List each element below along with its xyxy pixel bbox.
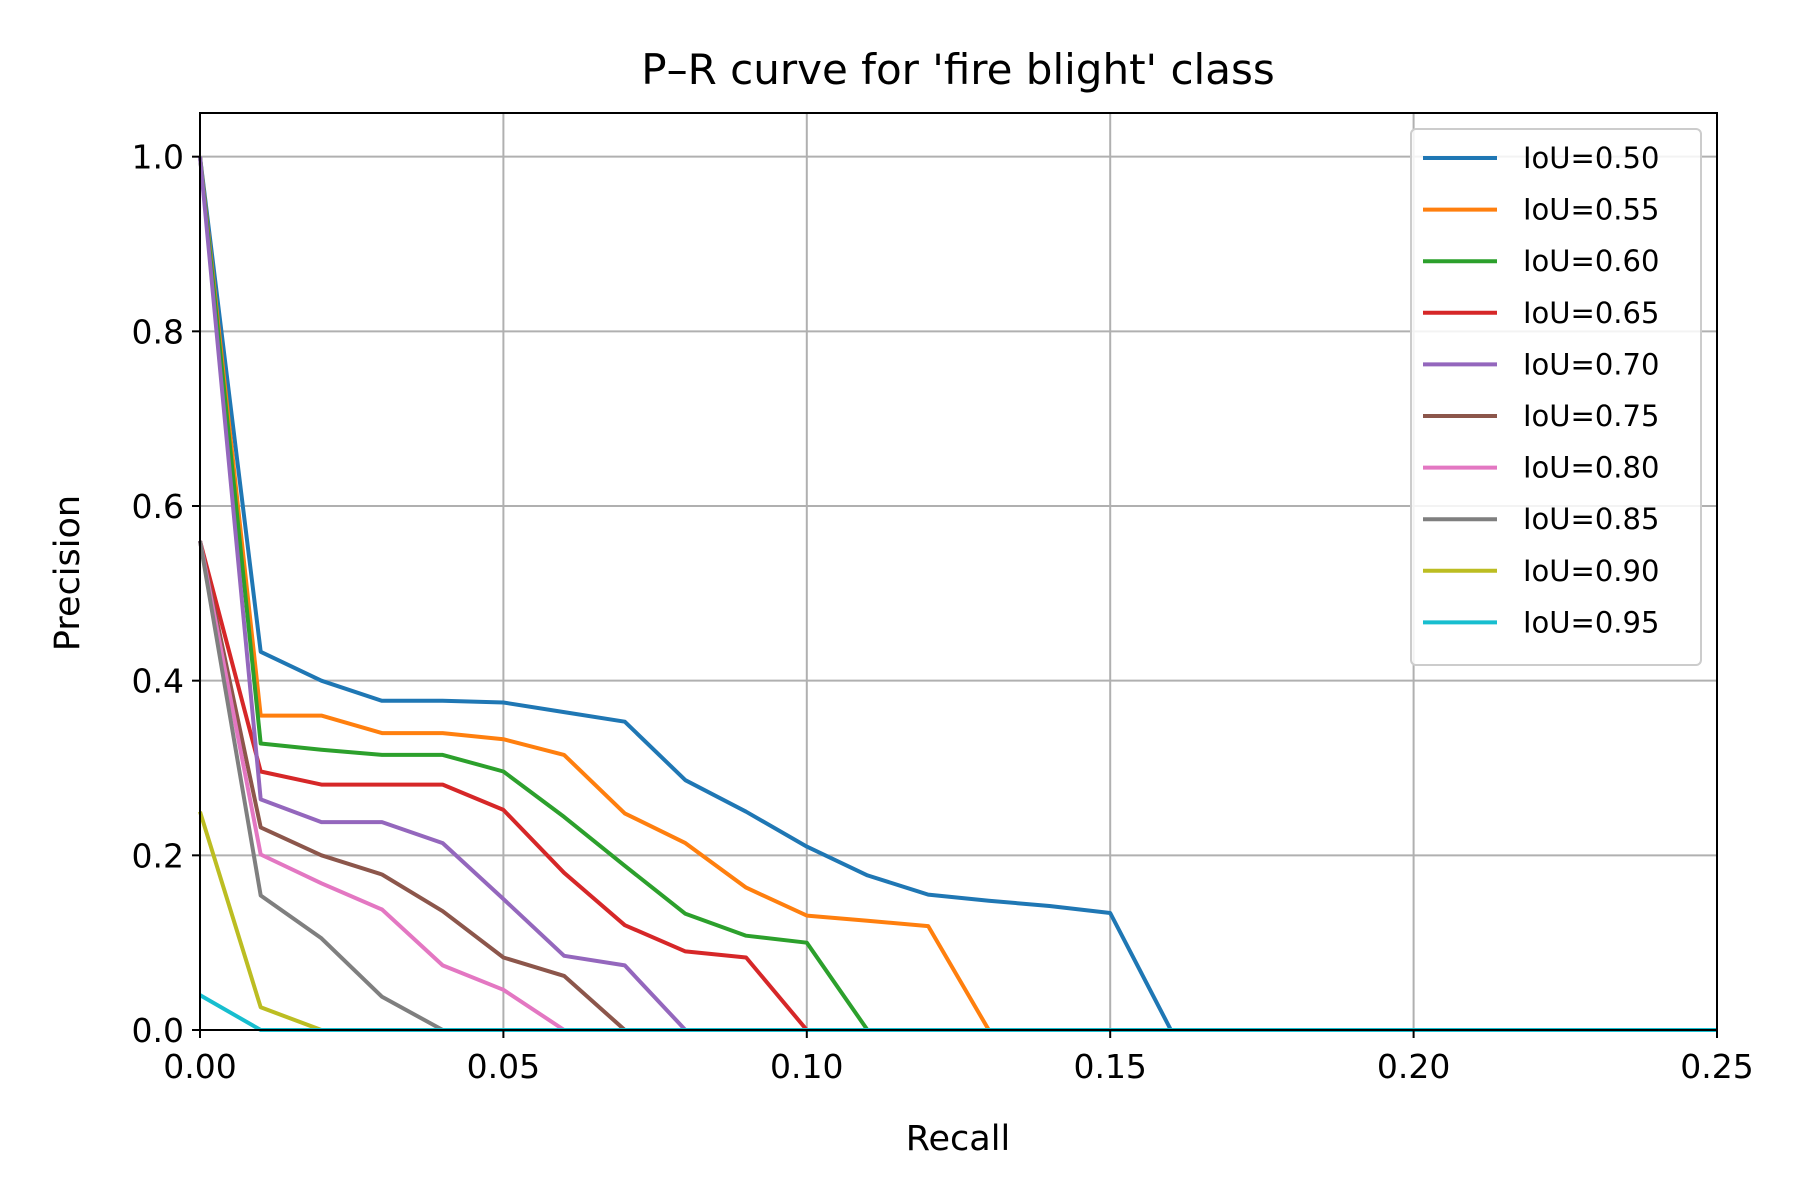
series-line-iou-0-80 xyxy=(198,540,1717,1032)
y-tick-label: 0.2 xyxy=(132,836,184,875)
axis-ticks: 0.00 0.05 0.10 0.15 0.20 0.25 0.0 0.2 0.4 0.6 0.8 1… xyxy=(132,138,1754,1086)
x-tick-label: 0.10 xyxy=(770,1047,843,1086)
x-tick-label: 0.05 xyxy=(467,1047,540,1086)
legend-label: IoU=0.70 xyxy=(1523,347,1659,381)
plot-frame xyxy=(199,112,1718,1031)
y-axis-label: Precision xyxy=(48,495,88,651)
series-lines xyxy=(198,156,1717,1032)
series-line-iou-0-70 xyxy=(198,156,1717,1032)
legend-label: IoU=0.65 xyxy=(1523,296,1659,330)
legend-label: IoU=0.60 xyxy=(1523,244,1659,278)
legend-label: IoU=0.50 xyxy=(1523,141,1659,175)
y-tick-label: 0.0 xyxy=(132,1011,184,1050)
x-axis-label: Recall xyxy=(906,1119,1010,1159)
chart-title: P–R curve for 'fire blight' class xyxy=(641,45,1274,94)
series-line-iou-0-50 xyxy=(198,156,1717,1032)
series-line-iou-0-65 xyxy=(198,540,1717,1032)
series-line-iou-0-55 xyxy=(198,156,1717,1032)
y-tick-label: 1.0 xyxy=(132,138,184,177)
x-tick-label: 0.00 xyxy=(163,1047,236,1086)
legend-label: IoU=0.95 xyxy=(1523,605,1659,639)
y-tick-label: 0.6 xyxy=(132,487,184,526)
y-tick-label: 0.4 xyxy=(132,662,184,701)
legend-label: IoU=0.80 xyxy=(1523,451,1659,485)
x-tick-label: 0.15 xyxy=(1073,1047,1146,1086)
legend-label: IoU=0.85 xyxy=(1523,502,1659,536)
legend-label: IoU=0.75 xyxy=(1523,399,1659,433)
x-tick-label: 0.25 xyxy=(1680,1047,1753,1086)
x-tick-label: 0.20 xyxy=(1377,1047,1450,1086)
legend-label: IoU=0.90 xyxy=(1523,554,1659,588)
legend-label: IoU=0.55 xyxy=(1523,193,1659,227)
series-line-iou-0-75 xyxy=(198,540,1717,1032)
y-tick-label: 0.8 xyxy=(132,312,184,351)
legend: IoU=0.50 IoU=0.55 IoU=0.60 IoU=0.65 IoU=0.70… xyxy=(1410,128,1702,666)
series-line-iou-0-60 xyxy=(198,156,1717,1032)
